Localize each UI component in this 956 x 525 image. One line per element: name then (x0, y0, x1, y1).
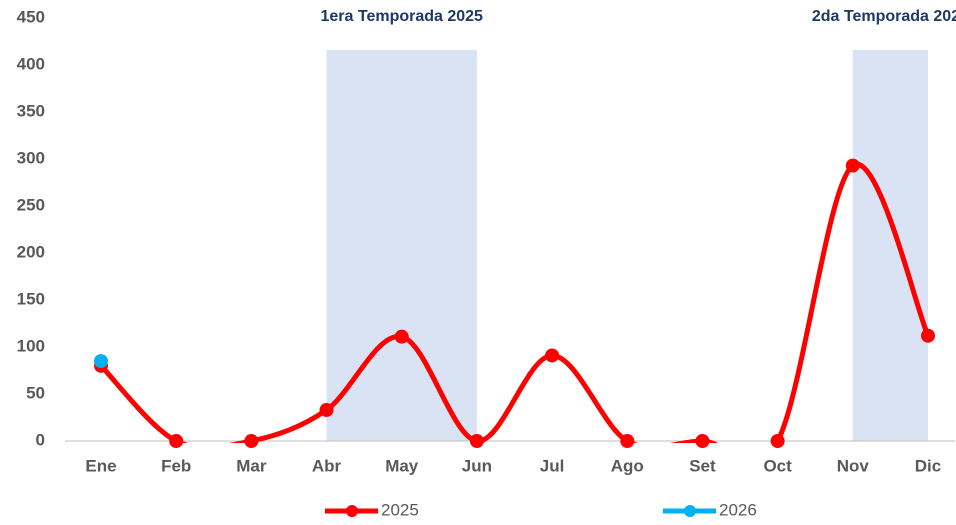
x-tick-label: Abr (312, 456, 342, 475)
y-tick-label: 200 (17, 242, 45, 261)
y-tick-label: 350 (17, 101, 45, 120)
x-tick-label: Jul (540, 456, 565, 475)
y-tick-label: 450 (17, 7, 45, 26)
legend-marker (346, 505, 358, 517)
y-tick-label: 250 (17, 195, 45, 214)
data-point (770, 434, 785, 448)
series-line (99, 161, 931, 443)
legend-label: 2026 (719, 500, 757, 519)
legend-label: 2025 (381, 500, 419, 519)
season-band (326, 50, 477, 441)
annotation: 1era Temporada 2025 (320, 8, 483, 25)
annotation: 2da Temporada 2025 (812, 8, 956, 25)
data-point (921, 328, 935, 343)
x-tick-label: Jun (462, 456, 492, 475)
x-tick-label: Mar (236, 456, 267, 475)
x-tick-label: Dic (915, 456, 941, 475)
x-tick-label: Set (689, 456, 716, 475)
y-tick-label: 50 (26, 383, 45, 402)
data-point (319, 402, 334, 417)
y-tick-label: 100 (17, 336, 45, 355)
x-tick-label: Ago (611, 456, 644, 475)
x-tick-label: Ene (85, 456, 116, 475)
data-point (169, 434, 184, 448)
y-tick-label: 150 (17, 289, 45, 308)
y-tick-label: 0 (36, 430, 45, 449)
data-point (620, 434, 635, 448)
y-tick-label: 400 (17, 54, 45, 73)
season-band (852, 50, 928, 441)
data-point (94, 354, 108, 369)
y-tick-label: 300 (17, 148, 45, 167)
data-point (244, 434, 259, 448)
data-point (545, 348, 560, 363)
x-tick-label: May (385, 456, 419, 475)
legend-marker (684, 505, 696, 517)
x-tick-label: Feb (161, 456, 191, 475)
data-point (845, 158, 860, 173)
data-point (695, 434, 710, 448)
x-tick-label: Oct (763, 456, 792, 475)
data-point (394, 329, 409, 344)
data-point (469, 434, 484, 448)
x-tick-label: Nov (837, 456, 870, 475)
